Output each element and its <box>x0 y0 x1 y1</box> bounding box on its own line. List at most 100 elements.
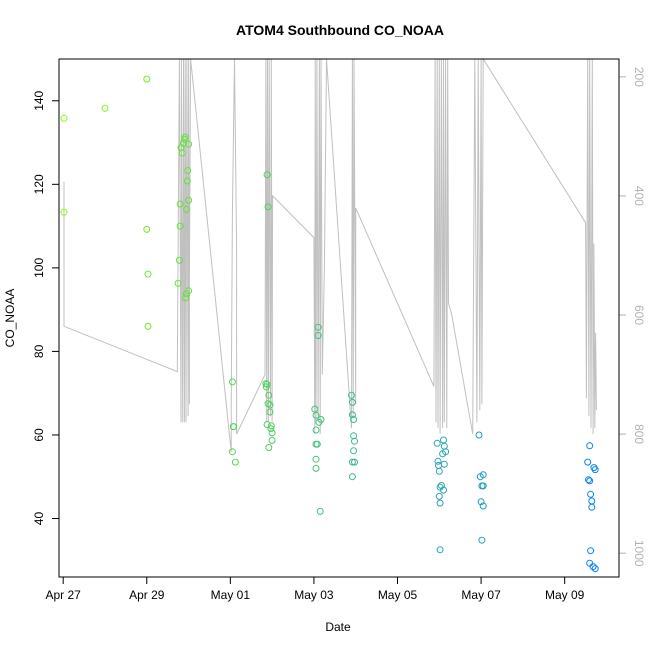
data-point <box>265 444 273 451</box>
data-point <box>143 75 151 83</box>
y-axis-label: CO_NOAA <box>3 289 17 348</box>
data-point <box>586 477 594 485</box>
data-point <box>348 473 356 481</box>
data-point <box>314 323 322 331</box>
data-point <box>587 547 595 555</box>
data-point <box>479 482 487 490</box>
x-tick-label: Apr 29 <box>129 588 165 602</box>
data-point <box>178 149 186 157</box>
secondary-series-line-layer <box>63 57 597 453</box>
y2-tick-label: 200 <box>632 67 646 87</box>
data-point <box>317 416 325 423</box>
x-axis-label: Date <box>325 620 351 634</box>
secondary-series-line <box>63 57 597 453</box>
data-point <box>584 458 592 466</box>
data-point <box>144 322 152 330</box>
data-point <box>475 431 483 439</box>
data-point <box>230 423 238 431</box>
data-point <box>263 421 271 428</box>
data-point <box>175 256 183 264</box>
data-point <box>101 104 109 112</box>
data-point <box>60 208 68 216</box>
data-point <box>184 167 192 174</box>
data-point <box>266 408 274 416</box>
scatter-points-layer <box>60 75 599 573</box>
data-point <box>348 458 356 466</box>
data-point <box>144 270 152 278</box>
data-point <box>176 200 184 208</box>
x-tick-label: May 09 <box>545 588 585 602</box>
data-point <box>268 429 276 437</box>
data-point <box>267 425 275 433</box>
data-point <box>312 411 320 419</box>
data-point <box>263 380 271 388</box>
data-point <box>314 332 322 339</box>
data-point <box>174 279 182 287</box>
data-point <box>435 492 443 500</box>
data-point <box>591 565 599 573</box>
data-point <box>183 177 191 185</box>
data-point <box>479 502 487 510</box>
y2-tick-label: 400 <box>632 186 646 206</box>
data-point <box>436 499 444 507</box>
x-tick-label: Apr 27 <box>45 588 81 602</box>
data-point <box>180 139 187 147</box>
data-point <box>591 466 599 474</box>
data-point <box>587 490 595 498</box>
y2-tick-label: 600 <box>632 305 646 325</box>
y2-tick-label: 1000 <box>632 540 646 567</box>
data-point <box>181 133 189 141</box>
data-point <box>231 458 239 466</box>
data-point <box>313 440 321 448</box>
x-tick-label: May 01 <box>211 588 251 602</box>
data-point <box>143 225 151 233</box>
data-point <box>268 436 276 444</box>
data-point <box>185 287 193 295</box>
x-tick-label: May 05 <box>378 588 418 602</box>
data-point <box>312 464 320 472</box>
data-point <box>263 171 271 179</box>
data-point <box>264 203 272 211</box>
data-point <box>350 447 358 455</box>
data-point <box>185 196 193 204</box>
y-tick-label: 40 <box>32 512 46 526</box>
data-point <box>228 378 236 386</box>
y-tick-label: 100 <box>32 258 46 278</box>
data-point <box>185 140 193 148</box>
data-point <box>436 546 444 554</box>
data-point <box>440 460 448 468</box>
data-point <box>60 114 68 122</box>
data-point <box>262 380 270 388</box>
data-point <box>312 426 320 434</box>
data-point <box>435 467 443 475</box>
data-point <box>316 507 324 515</box>
data-point <box>176 222 184 230</box>
chart-title: ATOM4 Southbound CO_NOAA <box>236 22 444 38</box>
data-point <box>183 205 190 213</box>
data-point <box>442 448 450 456</box>
data-point <box>589 563 597 571</box>
data-point <box>312 455 320 463</box>
data-point <box>588 503 596 511</box>
data-point <box>182 294 190 302</box>
data-point <box>590 464 598 472</box>
data-point <box>348 411 356 419</box>
data-point <box>228 448 236 456</box>
data-point <box>478 536 486 544</box>
x-tick-label: May 07 <box>461 588 501 602</box>
data-point <box>440 486 447 494</box>
data-point <box>348 391 355 399</box>
x-tick-label: May 03 <box>294 588 334 602</box>
data-point <box>434 457 442 465</box>
y-tick-label: 60 <box>32 428 46 442</box>
data-point <box>585 476 592 484</box>
data-point <box>351 458 358 466</box>
data-point <box>351 437 358 445</box>
data-point <box>477 498 485 506</box>
y-tick-label: 140 <box>32 90 46 110</box>
data-point <box>348 398 356 406</box>
data-point <box>586 442 594 450</box>
data-point <box>479 471 487 479</box>
